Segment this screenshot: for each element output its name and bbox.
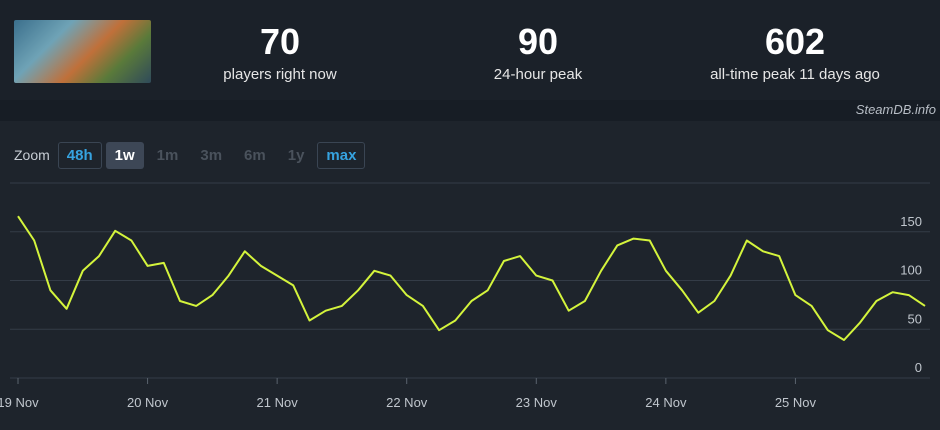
game-cover [14, 20, 151, 83]
y-tick-label: 150 [900, 214, 922, 229]
x-tick-label: 22 Nov [386, 395, 428, 410]
y-tick-label: 0 [915, 360, 922, 375]
zoom-button[interactable]: max [317, 141, 366, 169]
stat-value: 70 [259, 21, 301, 62]
stat-value: 602 [764, 21, 826, 62]
zoom-button: 1m [156, 146, 179, 164]
x-tick-label: 24 Nov [645, 395, 687, 410]
stat-label: players right now [223, 66, 337, 83]
x-tick-label: 20 Nov [127, 395, 169, 410]
stat-value: 90 [517, 21, 559, 62]
zoom-button[interactable]: 1w [105, 141, 144, 169]
zoom-label: Zoom [14, 147, 50, 163]
zoom-bar: Zoom 48h 1w 1m 3m 6m 1y max [14, 141, 366, 169]
zoom-button: 6m [244, 146, 266, 164]
stat-label: all-time peak 11 days ago [710, 66, 880, 83]
x-tick-label: 19 Nov [0, 395, 39, 410]
zoom-button: 3m [200, 146, 223, 164]
stat: 90 24-hour peak [418, 21, 658, 84]
stat: 70 players right now [160, 21, 400, 84]
y-tick-label: 100 [900, 263, 922, 278]
x-tick-label: 23 Nov [516, 395, 558, 410]
stat-label: 24-hour peak [493, 66, 583, 83]
watermark: SteamDB.info [855, 102, 936, 117]
x-tick-label: 21 Nov [257, 395, 299, 410]
y-tick-label: 50 [908, 311, 922, 326]
stat: 602 all-time peak 11 days ago [675, 21, 915, 84]
zoom-button[interactable]: 48h [57, 141, 102, 169]
series-line [17, 215, 926, 341]
header: 70 players right now 90 24-hour peak 602… [0, 0, 940, 100]
zoom-button: 1y [287, 146, 305, 164]
x-tick-label: 25 Nov [775, 395, 817, 410]
